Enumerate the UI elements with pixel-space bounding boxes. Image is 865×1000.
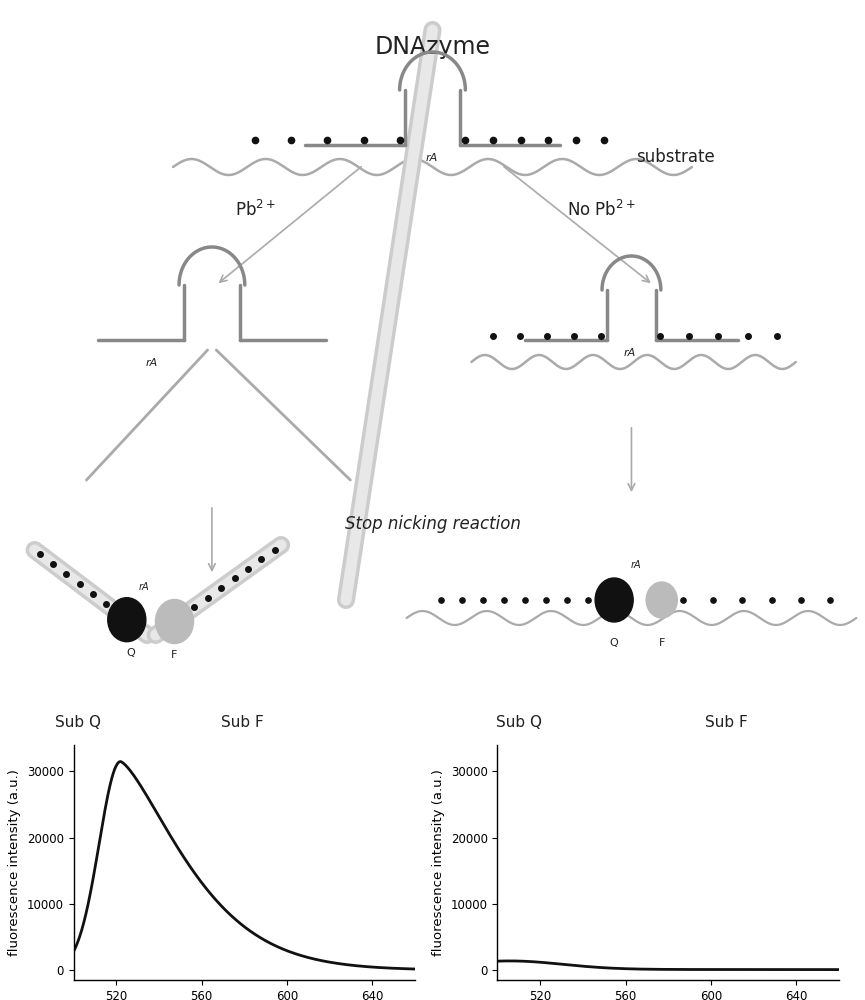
Text: Q: Q [127,648,136,658]
Text: rA: rA [631,560,641,570]
Circle shape [108,598,146,642]
Text: F: F [171,650,177,660]
Circle shape [595,578,633,622]
Circle shape [156,599,194,644]
Text: No Pb$^{2+}$: No Pb$^{2+}$ [567,200,636,220]
Text: substrate: substrate [636,148,714,166]
Text: Sub F: Sub F [705,715,748,730]
Text: Stop nicking reaction: Stop nicking reaction [344,515,521,533]
Text: Pb$^{2+}$: Pb$^{2+}$ [234,200,276,220]
Y-axis label: fluorescence intensity (a.u.): fluorescence intensity (a.u.) [9,769,22,956]
Text: Sub F: Sub F [221,715,264,730]
Text: Sub Q: Sub Q [496,715,542,730]
Text: rA: rA [426,153,438,163]
Text: DNAzyme: DNAzyme [375,35,490,59]
Text: Q: Q [610,638,618,648]
Text: rA: rA [624,348,636,358]
Text: Sub Q: Sub Q [54,715,101,730]
Text: F: F [658,638,665,648]
Circle shape [646,582,677,618]
Y-axis label: fluorescence intensity (a.u.): fluorescence intensity (a.u.) [432,769,445,956]
Text: rA: rA [138,582,150,592]
Text: rA: rA [145,358,157,368]
